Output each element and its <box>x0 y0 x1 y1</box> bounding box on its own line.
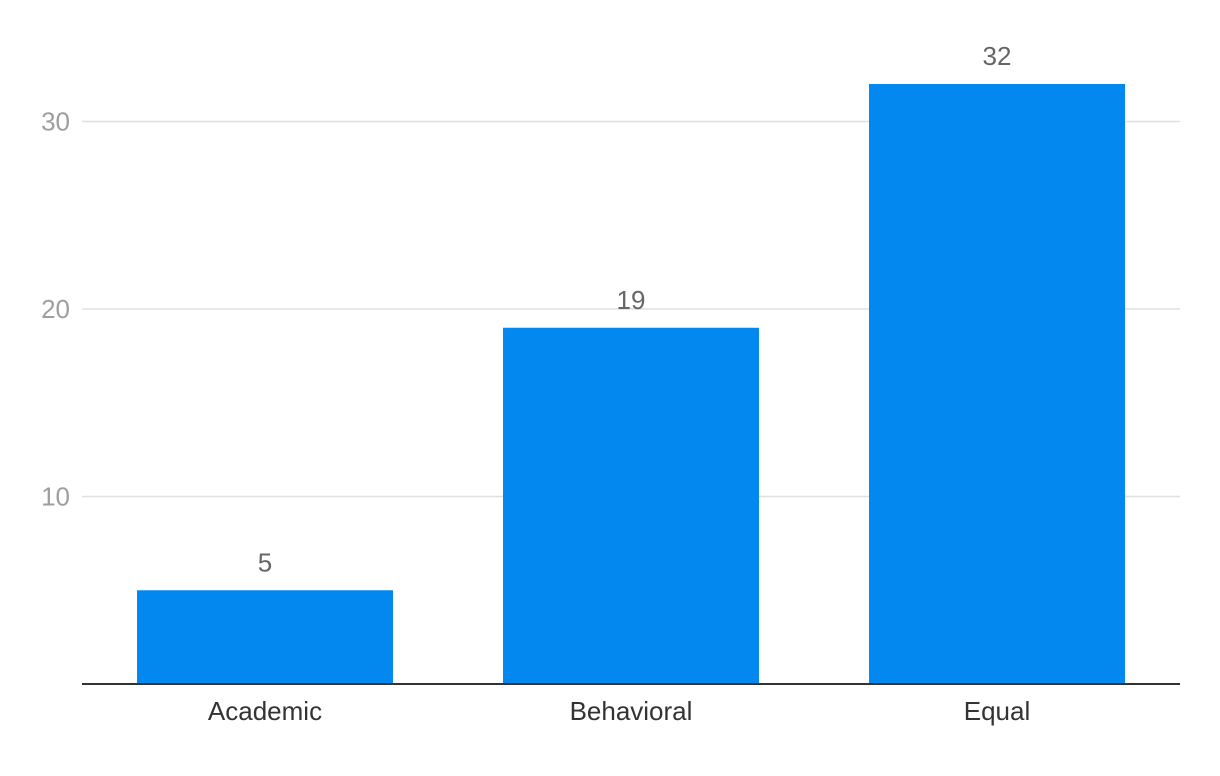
x-tick-label-academic: Academic <box>208 696 322 726</box>
bar-behavioral <box>503 327 759 684</box>
x-tick-label-behavioral: Behavioral <box>570 696 693 726</box>
data-label-academic: 5 <box>258 547 272 577</box>
data-label-equal: 32 <box>983 41 1012 71</box>
data-label-behavioral: 19 <box>617 285 646 315</box>
y-tick-label-30: 30 <box>41 107 70 137</box>
y-tick-label-20: 20 <box>41 294 70 324</box>
y-tick-label-10: 10 <box>41 482 70 512</box>
x-tick-label-equal: Equal <box>964 696 1031 726</box>
bar-academic <box>137 590 393 684</box>
bar-equal <box>869 84 1125 684</box>
